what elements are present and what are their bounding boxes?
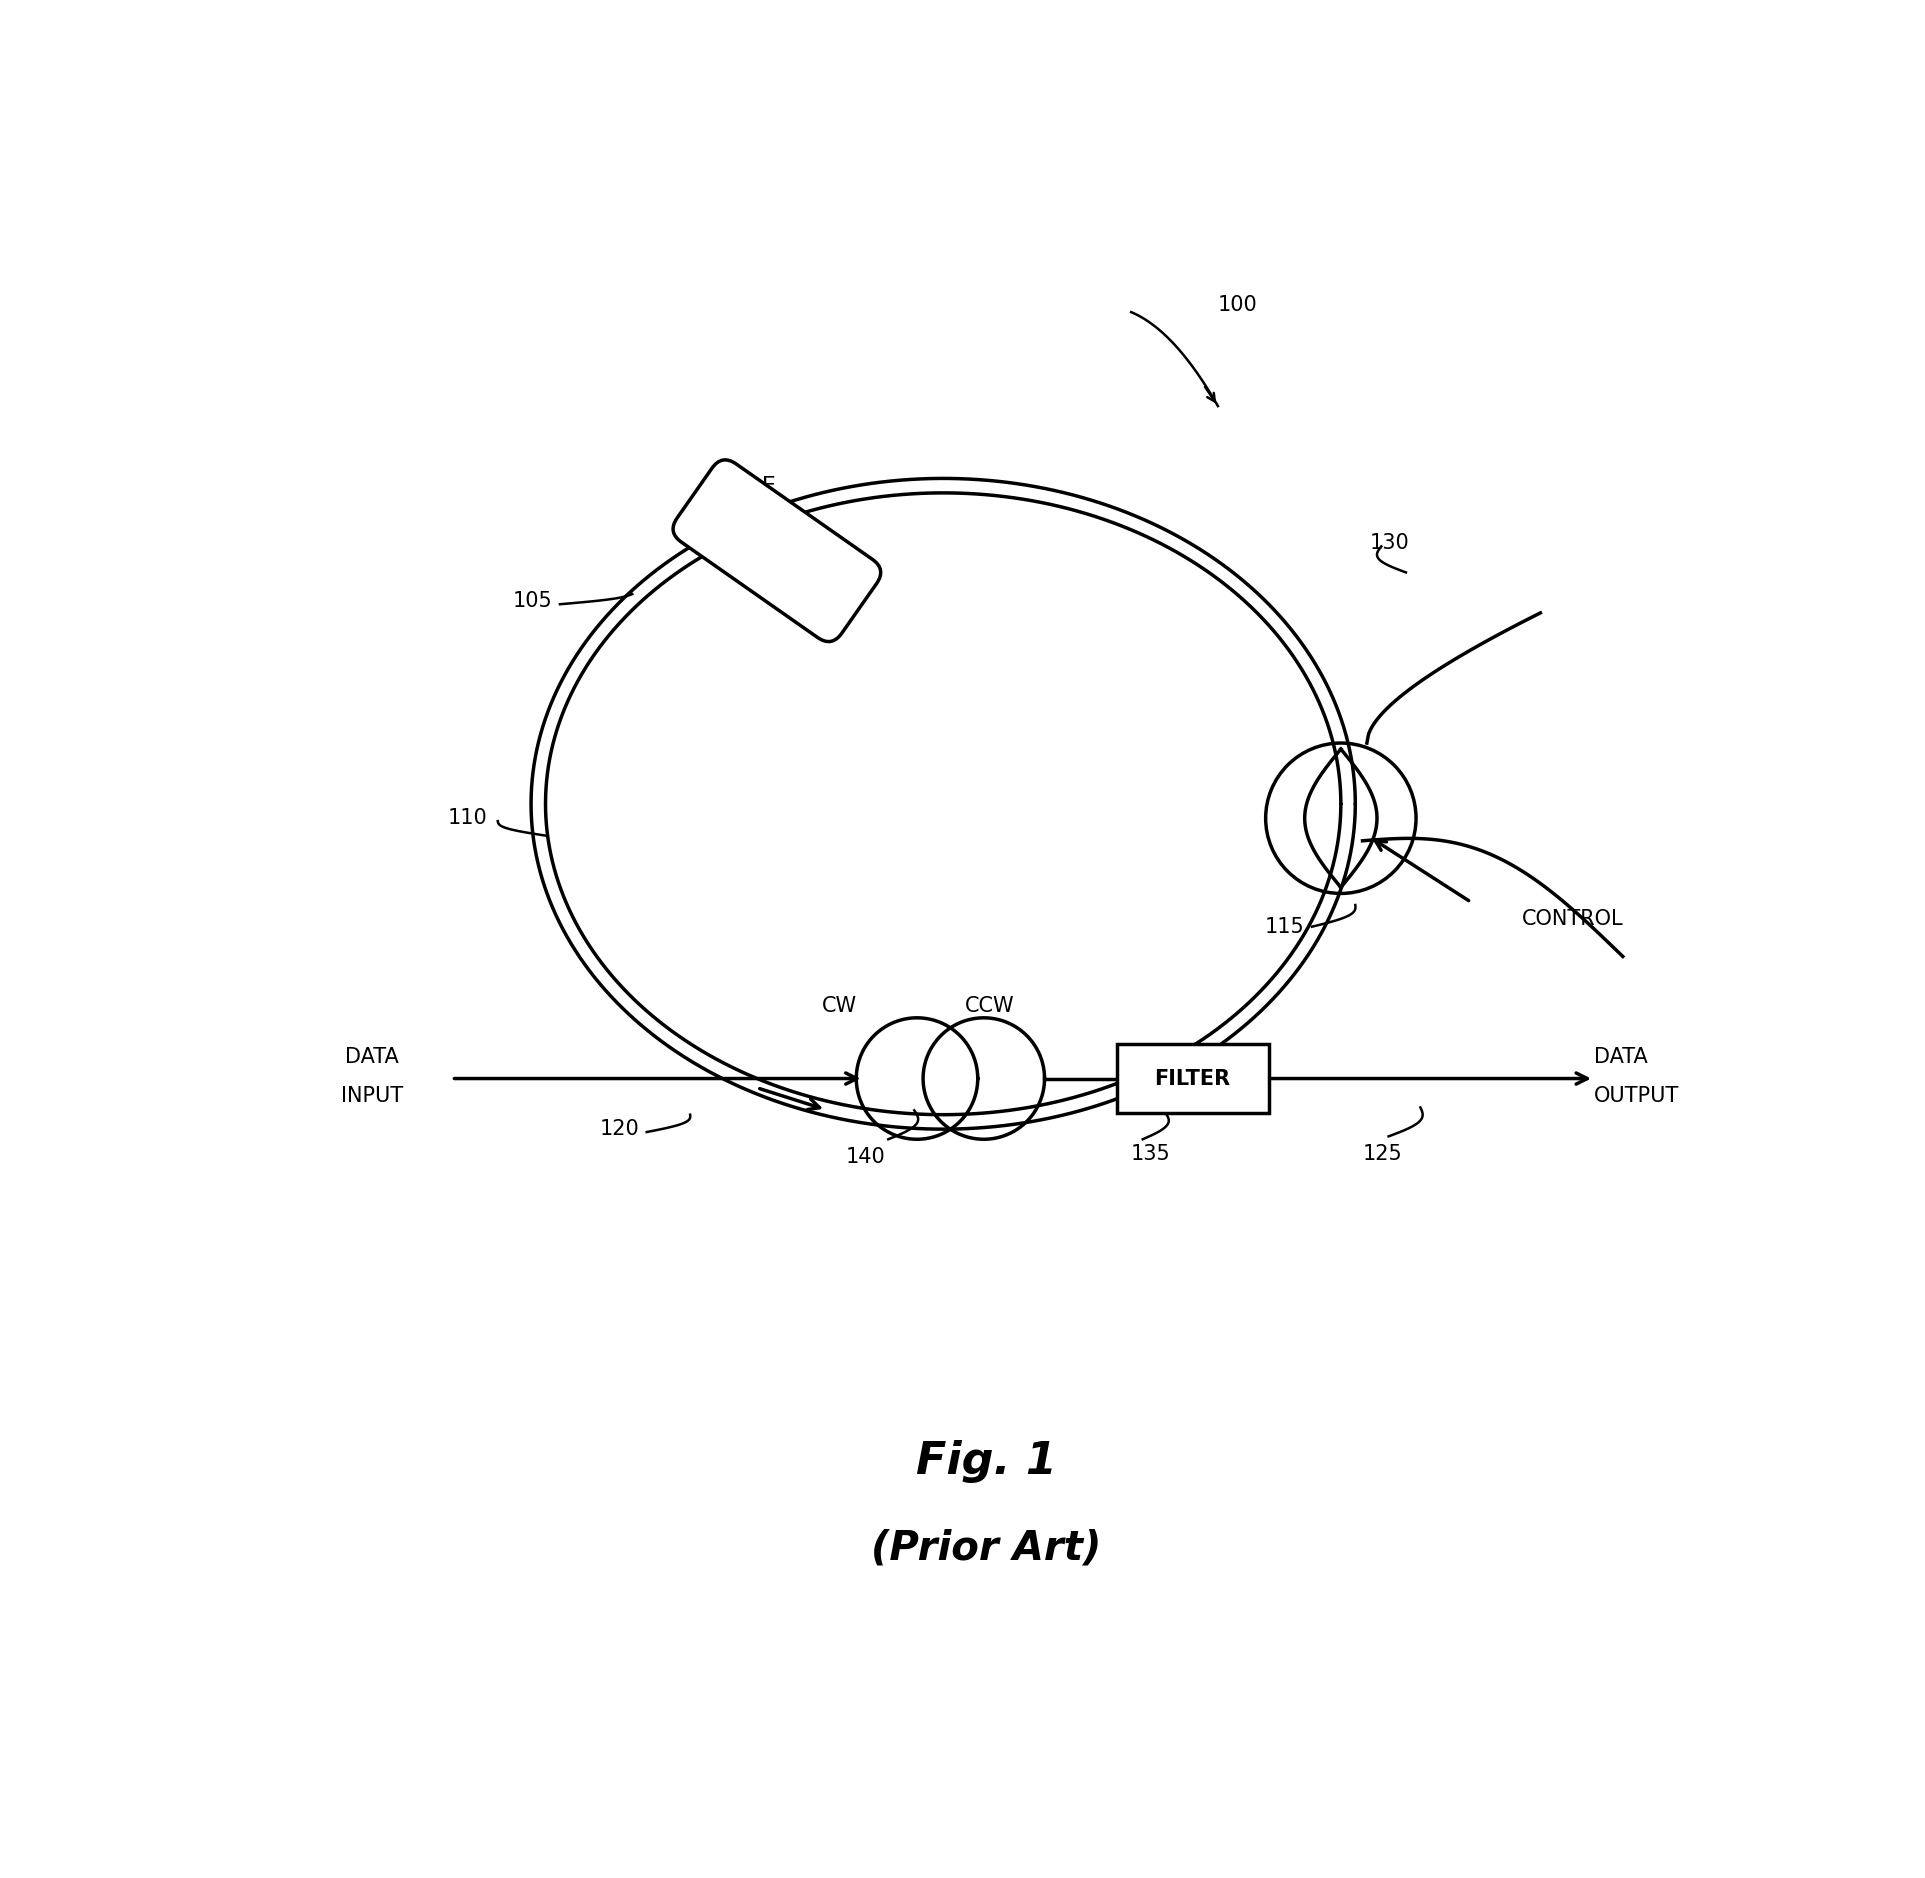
Text: INPUT: INPUT bbox=[341, 1085, 402, 1106]
Text: CONTROL: CONTROL bbox=[1521, 909, 1623, 930]
Text: 105: 105 bbox=[512, 592, 552, 612]
FancyBboxPatch shape bbox=[674, 460, 882, 642]
Text: 135: 135 bbox=[1132, 1144, 1170, 1164]
Text: DATA: DATA bbox=[1594, 1046, 1648, 1067]
Text: OUTPUT: OUTPUT bbox=[1594, 1085, 1679, 1106]
FancyBboxPatch shape bbox=[1116, 1044, 1269, 1114]
Text: 140: 140 bbox=[845, 1146, 886, 1166]
Text: NLE: NLE bbox=[733, 475, 776, 496]
Text: 125: 125 bbox=[1363, 1144, 1401, 1164]
Text: FILTER: FILTER bbox=[1155, 1069, 1230, 1089]
Text: Fig. 1: Fig. 1 bbox=[916, 1440, 1057, 1484]
Text: CW: CW bbox=[822, 995, 857, 1016]
Text: 100: 100 bbox=[1219, 295, 1257, 316]
Text: CCW: CCW bbox=[964, 995, 1014, 1016]
Text: 130: 130 bbox=[1371, 533, 1409, 554]
Text: 115: 115 bbox=[1265, 916, 1305, 937]
Text: 110: 110 bbox=[449, 808, 487, 828]
Text: 120: 120 bbox=[601, 1119, 639, 1140]
Text: DATA: DATA bbox=[345, 1046, 398, 1067]
Text: (Prior Art): (Prior Art) bbox=[872, 1529, 1101, 1568]
